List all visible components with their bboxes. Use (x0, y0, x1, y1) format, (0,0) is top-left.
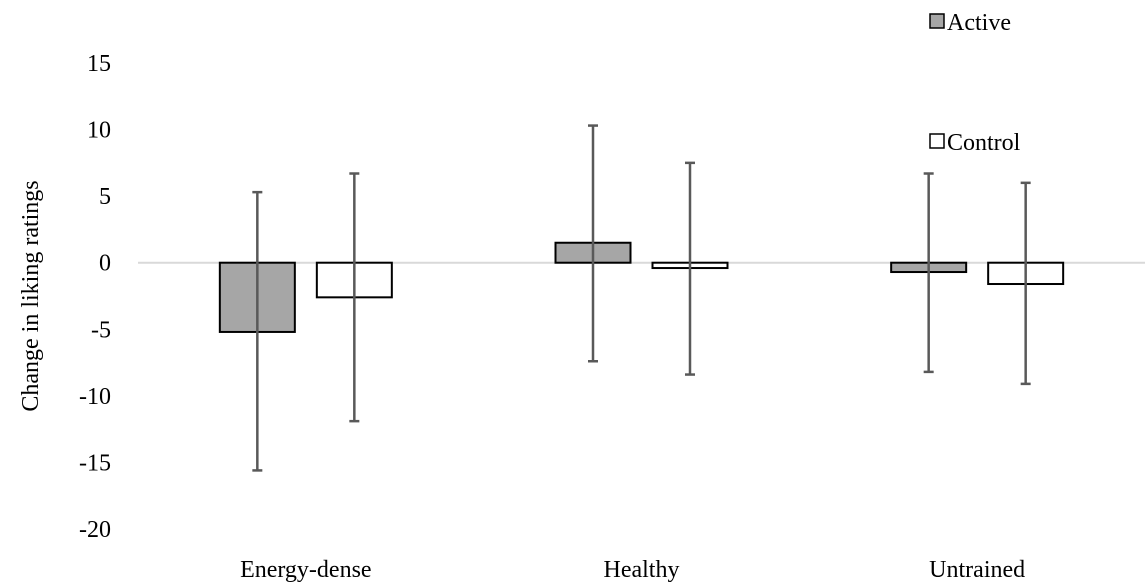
y-tick-label: 10 (87, 118, 111, 144)
y-tick-label: -20 (79, 517, 111, 543)
x-category-label: Healthy (604, 557, 680, 583)
error-bar-active-energy-dense (252, 190, 263, 472)
x-axis-category-labels: Energy-dense Healthy Untrained (240, 557, 1025, 583)
y-tick-label: -5 (91, 317, 111, 343)
y-axis-ticks: 15 10 5 0 -5 -10 -15 -20 (79, 51, 111, 543)
y-tick-label: 0 (99, 251, 111, 277)
y-tick-label: 5 (99, 184, 111, 210)
legend-swatch (929, 133, 945, 149)
x-category-label: Energy-dense (240, 557, 372, 583)
error-bar-control-healthy (685, 161, 695, 376)
legend-swatch (929, 13, 945, 29)
legend-label: Active (947, 10, 1011, 36)
error-bars (252, 124, 1031, 472)
error-bar-active-untrained (923, 172, 934, 374)
legend-item-active: Active (929, 10, 1011, 36)
error-bar-control-energy-dense (349, 172, 360, 423)
y-tick-label: -10 (79, 384, 111, 410)
bars (218, 241, 1065, 333)
error-bar-control-untrained (1020, 181, 1031, 386)
x-category-label: Untrained (929, 557, 1025, 583)
y-axis-title: Change in liking ratings (18, 180, 44, 411)
legend-label: Control (947, 130, 1021, 156)
legend-item-control: Control (929, 130, 1021, 156)
y-tick-label: 15 (87, 51, 111, 77)
y-tick-label: -15 (79, 450, 111, 476)
legend: Active Control (929, 10, 1021, 156)
error-bar-active-healthy (588, 124, 598, 363)
